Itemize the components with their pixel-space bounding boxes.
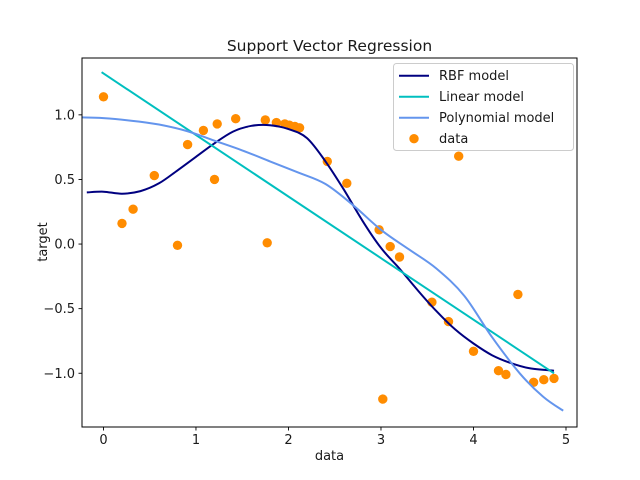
data-point — [117, 218, 127, 229]
y-tick-label: 1.0 — [54, 108, 75, 123]
data-point — [294, 123, 305, 133]
legend-label: RBF model — [439, 69, 509, 84]
data-point — [128, 204, 138, 214]
data-point — [539, 375, 549, 385]
data-legend-marker — [409, 134, 419, 144]
x-tick-label: 5 — [562, 433, 570, 448]
legend-entry-polynomial-model: Polynomial model — [399, 111, 554, 126]
x-tick-label: 0 — [99, 433, 107, 448]
legend-box — [393, 63, 574, 151]
data-point — [454, 151, 464, 161]
series-layer — [82, 71, 564, 412]
y-tick-label: 0.5 — [54, 173, 75, 188]
y-tick-label: −1.0 — [43, 367, 75, 382]
data-point — [443, 316, 454, 327]
legend-entry-data: data — [409, 132, 468, 147]
polynomial-model-line — [82, 116, 564, 412]
data-point — [260, 115, 270, 125]
legend: RBF model Linear model Polynomial model dat… — [393, 63, 574, 151]
data-point — [262, 238, 272, 248]
x-tick-label: 1 — [192, 433, 200, 448]
data-scatter-series — [98, 92, 559, 404]
x-tick-label: 3 — [377, 433, 385, 448]
x-tick-label: 2 — [284, 433, 292, 448]
data-point — [198, 125, 209, 136]
data-point — [212, 119, 222, 129]
data-point — [342, 178, 352, 188]
data-point — [149, 170, 159, 181]
data-point — [501, 369, 511, 380]
data-point — [172, 240, 183, 250]
legend-label: Linear model — [439, 90, 524, 105]
data-point — [182, 139, 193, 150]
y-axis-label: target — [36, 222, 51, 262]
data-point — [468, 346, 479, 356]
chart-title: Support Vector Regression — [227, 37, 432, 55]
data-point — [549, 373, 559, 384]
x-tick-label: 4 — [469, 433, 477, 448]
data-point — [98, 92, 109, 102]
legend-entry-linear-model: Linear model — [399, 90, 524, 105]
data-point — [378, 394, 388, 404]
plot-border — [81, 57, 578, 428]
data-point — [513, 289, 523, 300]
y-tick-label: −0.5 — [43, 302, 75, 317]
data-point — [231, 114, 241, 124]
data-point — [385, 241, 395, 252]
data-point — [394, 252, 405, 262]
axis-ticks: 0 1 2 3 4 5 1.0 0.5 0.0 −0.5 −1.0 — [43, 108, 570, 448]
y-tick-label: 0.0 — [54, 238, 75, 253]
legend-label: data — [439, 132, 468, 147]
legend-label: Polynomial model — [439, 111, 554, 126]
data-point — [493, 366, 504, 376]
rbf-model-line — [86, 123, 555, 372]
linear-model-line — [101, 71, 555, 375]
data-point — [209, 174, 220, 185]
x-axis-label: data — [315, 449, 344, 464]
legend-entry-rbf-model: RBF model — [399, 69, 509, 84]
